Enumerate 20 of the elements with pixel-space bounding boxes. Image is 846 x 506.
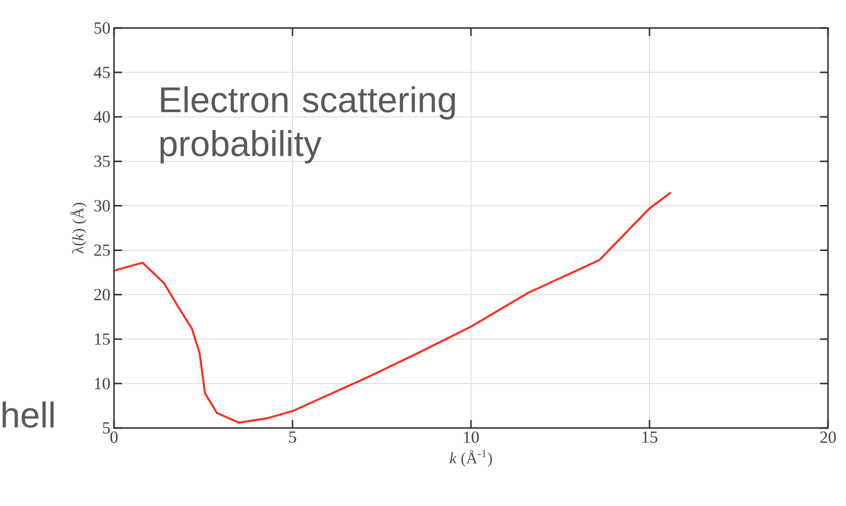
y-tick-label: 35 bbox=[94, 156, 110, 168]
annotation: Electron scattering probability bbox=[160, 86, 455, 164]
x-axis-title: k (Å$^{-1}$) bbox=[450, 450, 492, 467]
y-tick-label: 50 bbox=[94, 22, 110, 34]
line-series bbox=[113, 191, 672, 424]
x-tick-label: 20 bbox=[820, 432, 836, 443]
y-tick-label: 25 bbox=[94, 244, 110, 256]
x-tick-label: 0 bbox=[110, 432, 118, 443]
x-tick-label: 15 bbox=[642, 432, 658, 443]
y-tick-label: 5 bbox=[103, 422, 110, 434]
y-tick-label: 10 bbox=[95, 378, 110, 390]
y-tick-label: 20 bbox=[94, 288, 110, 300]
x-tick-label: 10 bbox=[464, 432, 479, 443]
y-tick-label: 40 bbox=[94, 111, 110, 123]
y-axis-title: λ(k) (Å) bbox=[70, 202, 87, 254]
y-tick-label: 30 bbox=[94, 200, 110, 212]
x-tick-label: 5 bbox=[289, 432, 296, 443]
y-tick-label: 45 bbox=[94, 66, 110, 78]
y-tick-label: 15 bbox=[95, 333, 110, 345]
text: hell bbox=[2, 401, 54, 428]
